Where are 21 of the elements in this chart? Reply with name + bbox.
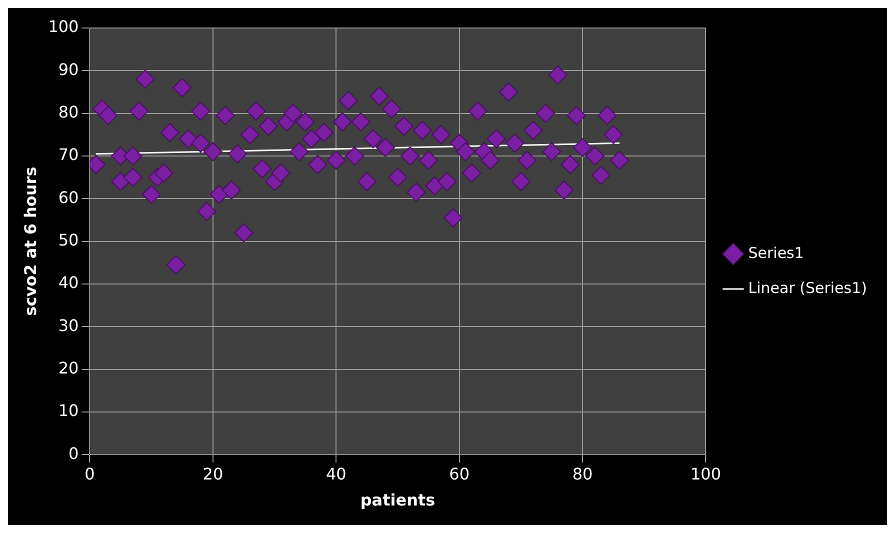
y-tick-label: 70 — [58, 145, 79, 164]
legend-label: Linear (Series1) — [748, 278, 868, 297]
y-axis-title: scvo2 at 6 hours — [20, 166, 40, 316]
y-tick-label: 60 — [58, 188, 79, 207]
x-tick-label: 40 — [326, 464, 346, 484]
y-tick-label: 20 — [58, 358, 79, 378]
y-tick-label: 100 — [48, 17, 79, 36]
y-tick-label: 30 — [58, 316, 79, 335]
y-tick-label: 50 — [58, 230, 79, 250]
y-tick-label: 0 — [68, 444, 79, 463]
x-tick-label: 100 — [690, 464, 722, 484]
y-tick-label: 10 — [58, 401, 79, 420]
x-tick-label: 60 — [449, 464, 470, 484]
x-axis-title: patients — [360, 490, 436, 510]
x-tick-label: 80 — [572, 464, 593, 484]
y-tick-label: 80 — [58, 102, 79, 122]
y-tick-label: 90 — [58, 60, 79, 79]
legend-label: Series1 — [748, 244, 804, 262]
y-tick-label: 40 — [58, 273, 79, 292]
x-tick-label: 0 — [84, 464, 95, 484]
x-tick-label: 20 — [202, 464, 224, 484]
